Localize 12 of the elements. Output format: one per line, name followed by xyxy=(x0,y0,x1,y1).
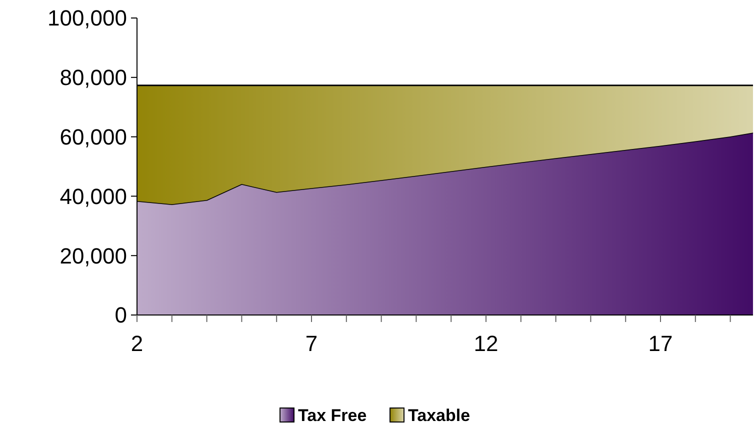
y-tick-label: 60,000 xyxy=(60,124,127,150)
x-tick-label: 12 xyxy=(474,331,498,356)
y-tick-label: 80,000 xyxy=(60,65,127,90)
legend-label: Tax Free xyxy=(298,406,367,425)
y-tick-label: 100,000 xyxy=(47,6,127,31)
y-tick-label: 20,000 xyxy=(60,243,127,268)
y-tick-label: 40,000 xyxy=(60,184,127,209)
y-tick-label: 0 xyxy=(114,302,127,328)
legend-label: Taxable xyxy=(408,406,470,425)
x-tick-label: 17 xyxy=(648,331,673,356)
x-tick-label: 2 xyxy=(130,331,144,356)
x-tick-label: 7 xyxy=(305,331,318,356)
